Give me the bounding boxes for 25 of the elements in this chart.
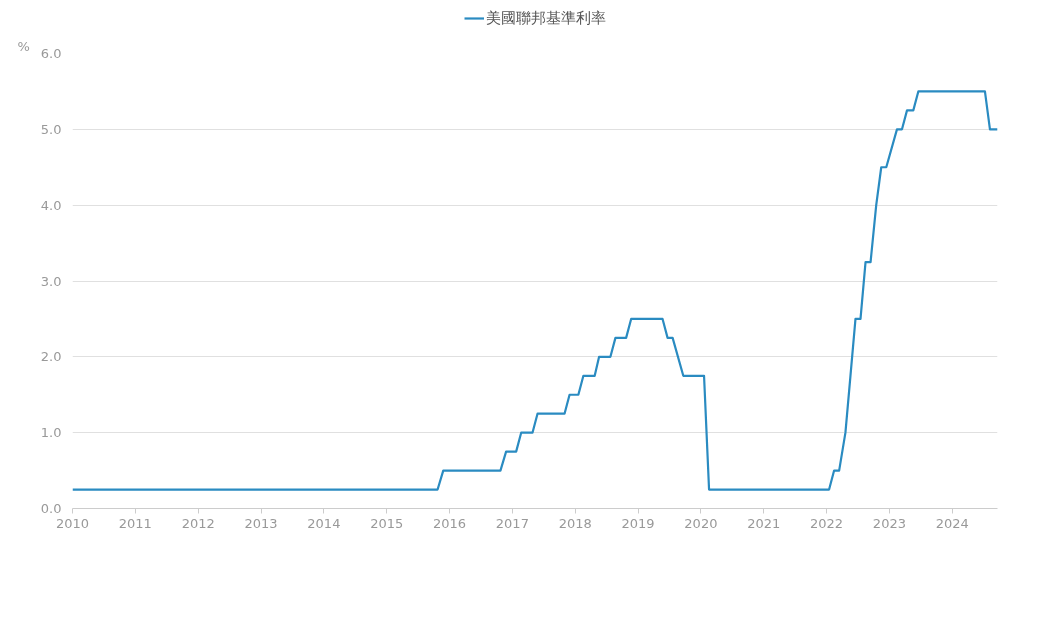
y-tick-label: 4.0 [40,197,62,213]
y-tick-label: 5.0 [40,121,62,137]
x-tick-label: 2012 [181,515,215,531]
y-tick-label: 1.0 [40,425,62,441]
x-tick-label: 2023 [872,515,906,531]
y-tick-label: 3.0 [40,273,62,289]
y-tick-label: 2.0 [40,349,62,365]
x-tick-label: 2019 [621,515,655,531]
x-tick-label: 2018 [558,515,592,531]
y-tick-label: 0.0 [40,501,62,516]
x-tick-label: 2013 [244,515,278,531]
line-series [72,90,998,491]
x-tick-label: 2022 [810,515,844,531]
x-tick-label: 2014 [307,515,341,531]
x-tick-label: 2024 [935,515,969,531]
legend-label: 美國聯邦基準利率 [485,8,606,28]
x-tick-label: 2021 [747,515,781,531]
x-tick-label: 2015 [370,515,404,531]
x-tick-label: 2020 [684,515,718,531]
x-tick-label: 2010 [55,515,90,531]
x-tick-label: 2011 [118,515,152,531]
y-axis-title: % [17,38,30,54]
x-tick-label: 2016 [433,515,467,531]
x-tick-label: 2017 [495,515,529,531]
y-tick-label: 6.0 [40,46,62,61]
